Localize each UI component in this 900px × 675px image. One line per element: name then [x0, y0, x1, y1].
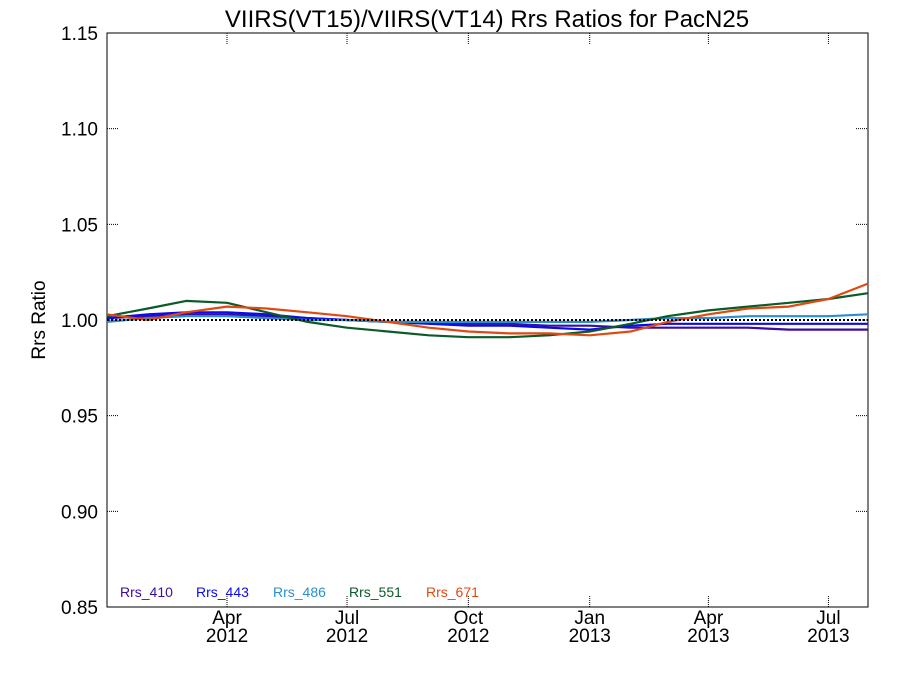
series-line-rrs-486 [106, 313, 869, 323]
plot-area: 0.850.900.951.001.051.101.15Apr2012Jul20… [61, 24, 869, 647]
y-axis-label: Rrs Ratio [29, 280, 50, 359]
x-tick-year-label: 2013 [687, 626, 729, 647]
x-tick-year-label: 2012 [326, 626, 368, 647]
x-tick-month-label: Jul [335, 608, 359, 629]
series-line-rrs-410 [106, 313, 868, 331]
y-tick-label: 1.00 [61, 311, 98, 332]
series-line-rrs-551 [106, 292, 869, 339]
legend-label: Rrs_551 [349, 584, 402, 600]
series-line-rrs-671 [106, 282, 869, 337]
x-tick-month-label: Oct [454, 608, 484, 629]
x-tick-month-label: Apr [694, 608, 724, 629]
y-tick-label: 0.85 [61, 598, 98, 619]
legend-label: Rrs_410 [120, 584, 173, 600]
y-tick-label: 0.95 [61, 407, 98, 428]
y-tick-label: 1.15 [61, 24, 98, 45]
x-tick-year-label: 2013 [569, 626, 611, 647]
x-tick-year-label: 2012 [447, 626, 489, 647]
x-tick-month-label: Jan [574, 608, 605, 629]
y-tick-label: 1.05 [61, 215, 98, 236]
series-line-rrs-443 [106, 311, 868, 331]
y-tick-label: 1.10 [61, 120, 98, 141]
x-tick-year-label: 2013 [807, 626, 849, 647]
chart-title: VIIRS(VT15)/VIIRS(VT14) Rrs Ratios for P… [225, 6, 749, 33]
legend-label: Rrs_671 [426, 584, 479, 600]
legend-label: Rrs_443 [196, 584, 249, 600]
x-tick-year-label: 2012 [206, 626, 248, 647]
x-tick-month-label: Apr [212, 608, 242, 629]
x-tick-month-label: Jul [816, 608, 840, 629]
legend-label: Rrs_486 [273, 584, 326, 600]
y-tick-label: 0.90 [61, 502, 98, 523]
